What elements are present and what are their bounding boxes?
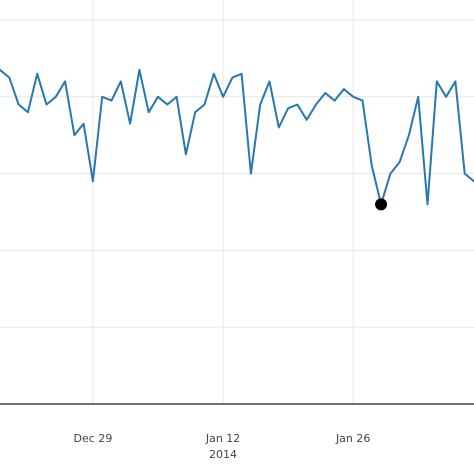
x-axis-ticks: Dec 29 Jan 12 2014 Jan 26 bbox=[74, 432, 371, 461]
highlight-point[interactable] bbox=[375, 198, 388, 211]
x-tick-label: Jan 12 bbox=[205, 432, 240, 445]
series-layer bbox=[0, 68, 474, 206]
x-tick-label: Jan 26 bbox=[335, 432, 370, 445]
x-tick-label: Dec 29 bbox=[74, 432, 113, 445]
marker-layer bbox=[375, 198, 388, 211]
series-line bbox=[0, 68, 474, 206]
x-tick-sublabel: 2014 bbox=[209, 448, 237, 461]
grid bbox=[0, 0, 474, 404]
